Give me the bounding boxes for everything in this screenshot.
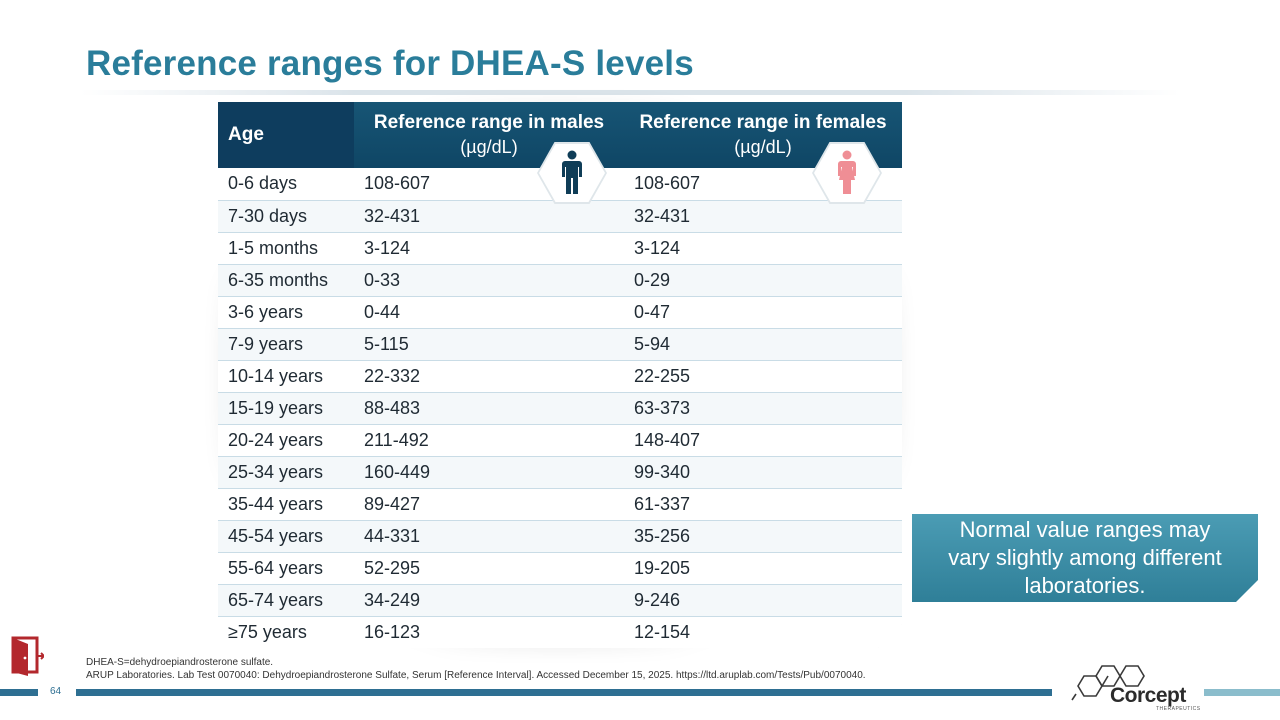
- cell-females: 9-246: [624, 584, 902, 616]
- cell-age: 7-30 days: [218, 200, 354, 232]
- corcept-logo-icon: [1071, 665, 1145, 701]
- cell-males: 3-124: [354, 232, 624, 264]
- table-row: 10-14 years 22-332 22-255: [218, 360, 902, 392]
- table-row: 6-35 months 0-33 0-29: [218, 264, 902, 296]
- cell-age: 65-74 years: [218, 584, 354, 616]
- female-icon-badge: [814, 144, 880, 202]
- male-icon-badge: [539, 144, 605, 202]
- callout-line-2: vary slightly among different: [948, 545, 1222, 570]
- table-row: 20-24 years 211-492 148-407: [218, 424, 902, 456]
- cell-females: 61-337: [624, 488, 902, 520]
- reference-table-container: Age Reference range in males (µg/dL) Ref…: [218, 102, 902, 648]
- header-males-label: Reference range in males: [373, 112, 605, 133]
- header-males-unit: (µg/dL): [460, 137, 518, 157]
- cell-age: 7-9 years: [218, 328, 354, 360]
- cell-males: 16-123: [364, 621, 421, 642]
- exit-door-icon[interactable]: [10, 636, 44, 676]
- table-row: 15-19 years 88-483 63-373: [218, 392, 902, 424]
- cell-females: 99-340: [624, 456, 902, 488]
- cell-age: 0-6 days: [218, 168, 354, 200]
- cell-age: 55-64 years: [218, 552, 354, 584]
- cell-females: 3-124: [624, 232, 902, 264]
- table-body: 0-6 days 108-607 108-607 7-30 days 32-431 32-…: [218, 168, 902, 648]
- table-row: 55-64 years 52-295 19-205: [218, 552, 902, 584]
- logo-subtitle: THERAPEUTICS: [1156, 706, 1201, 712]
- slide-title: Reference ranges for DHEA-S levels: [86, 44, 694, 83]
- cell-females: 5-94: [624, 328, 902, 360]
- footnotes: DHEA-S=dehydroepiandrosterone sulfate. A…: [86, 656, 866, 682]
- cell-age: 1-5 months: [218, 232, 354, 264]
- cell-males: 22-332: [354, 360, 624, 392]
- table-row: ≥75 years 16-123 12-154: [218, 616, 902, 648]
- header-females-label: Reference range in females: [639, 112, 887, 133]
- logo-wordmark: Corcept: [1110, 684, 1186, 707]
- header-females-unit: (µg/dL): [734, 137, 792, 157]
- footnote-abbreviation: DHEA-S=dehydroepiandrosterone sulfate.: [86, 657, 274, 668]
- table-row: 65-74 years 34-249 9-246: [218, 584, 902, 616]
- cell-age: 20-24 years: [218, 424, 354, 456]
- female-person-icon: [838, 150, 856, 194]
- title-divider: [80, 90, 1180, 95]
- cell-age: 3-6 years: [218, 296, 354, 328]
- callout-line-3: laboratories.: [1024, 573, 1146, 598]
- cell-males: 160-449: [354, 456, 624, 488]
- cell-males: 211-492: [354, 424, 624, 456]
- cell-age: ≥75 years: [228, 621, 307, 642]
- cell-females: 63-373: [624, 392, 902, 424]
- cell-males: 0-44: [354, 296, 624, 328]
- cell-males: 34-249: [354, 584, 624, 616]
- cell-males: 0-33: [354, 264, 624, 296]
- lab-variation-callout: Normal value ranges may vary slightly am…: [912, 514, 1258, 602]
- cell-age: 6-35 months: [218, 264, 354, 296]
- cell-age: 10-14 years: [218, 360, 354, 392]
- footer-bar-left: [0, 689, 38, 696]
- cell-age: 15-19 years: [218, 392, 354, 424]
- cell-males: 89-427: [354, 488, 624, 520]
- table-row: 45-54 years 44-331 35-256: [218, 520, 902, 552]
- table-row: 3-6 years 0-44 0-47: [218, 296, 902, 328]
- cell-females: 19-205: [624, 552, 902, 584]
- cell-males: 52-295: [354, 552, 624, 584]
- cell-males: 32-431: [354, 200, 624, 232]
- footer-bar-middle: [76, 689, 1052, 696]
- male-person-icon: [562, 150, 582, 194]
- cell-males: 5-115: [354, 328, 624, 360]
- table-row: 35-44 years 89-427 61-337: [218, 488, 902, 520]
- page-number: 64: [50, 686, 62, 697]
- cell-males: 44-331: [354, 520, 624, 552]
- header-age: Age: [218, 102, 354, 168]
- reference-range-table: Age Reference range in males (µg/dL) Ref…: [218, 102, 902, 648]
- table-row: 7-30 days 32-431 32-431: [218, 200, 902, 232]
- cell-females: 22-255: [624, 360, 902, 392]
- cell-females: 32-431: [624, 200, 902, 232]
- cell-age: 35-44 years: [218, 488, 354, 520]
- footer-bar-right: [1204, 689, 1280, 696]
- table-row: 25-34 years 160-449 99-340: [218, 456, 902, 488]
- cell-females: 148-407: [624, 424, 902, 456]
- footnote-reference: ARUP Laboratories. Lab Test 0070040: Deh…: [86, 670, 866, 681]
- table-row: 1-5 months 3-124 3-124: [218, 232, 902, 264]
- cell-females: 0-29: [624, 264, 902, 296]
- cell-males: 88-483: [354, 392, 624, 424]
- cell-females: 35-256: [624, 520, 902, 552]
- cell-females: 12-154: [634, 621, 691, 642]
- cell-females: 0-47: [624, 296, 902, 328]
- header-females: Reference range in females (µg/dL): [624, 102, 902, 168]
- cell-age: 25-34 years: [218, 456, 354, 488]
- table-row: 7-9 years 5-115 5-94: [218, 328, 902, 360]
- cell-age: 45-54 years: [218, 520, 354, 552]
- callout-line-1: Normal value ranges may: [959, 517, 1211, 542]
